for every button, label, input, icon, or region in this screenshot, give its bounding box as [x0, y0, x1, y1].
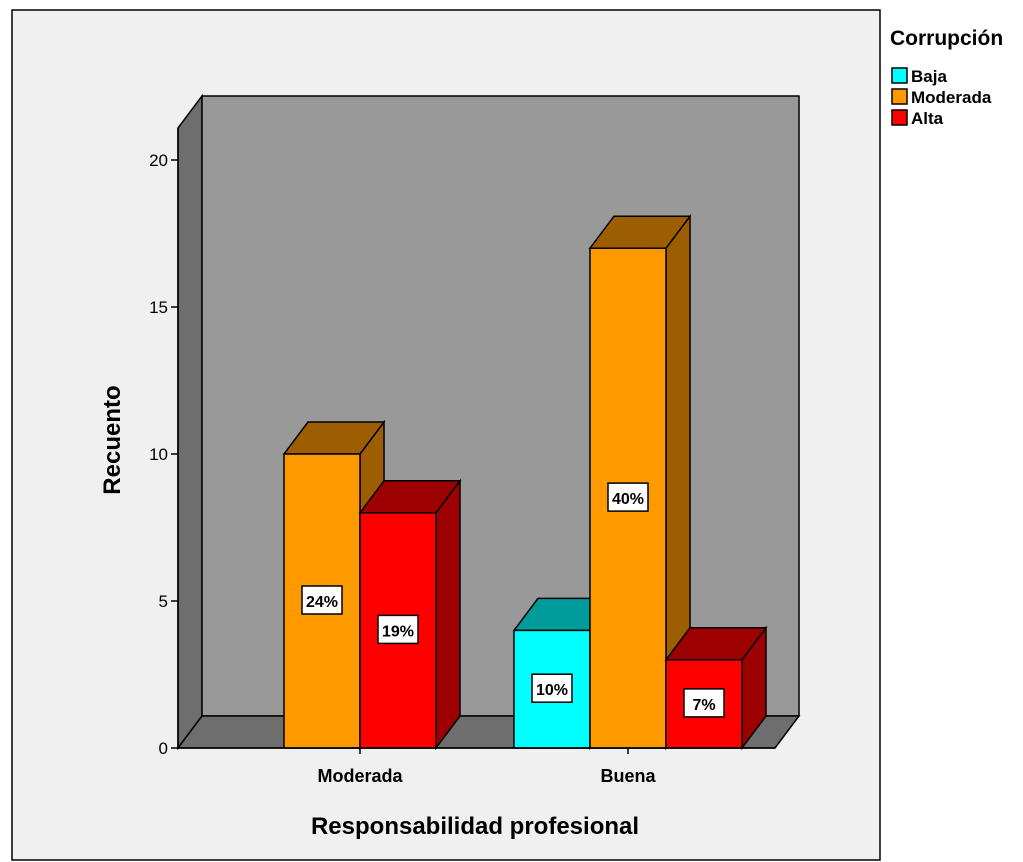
data-label: 10% — [536, 682, 568, 699]
legend-label: Alta — [911, 109, 944, 128]
data-label: 24% — [306, 594, 338, 611]
legend-swatch — [891, 109, 908, 126]
y-axis: 0 5 10 15 20 — [149, 128, 179, 758]
x-tick-label: Moderada — [317, 766, 403, 786]
y-tick-label: 10 — [149, 445, 168, 464]
legend-swatch — [891, 67, 908, 84]
data-label-box — [607, 482, 649, 512]
plot-left-wall — [177, 93, 203, 751]
legend-label: Moderada — [911, 88, 992, 107]
data-label-box — [377, 614, 419, 645]
legend: Corrupción Baja Moderada Alta — [890, 27, 1003, 128]
x-tick-label: Buena — [600, 766, 656, 786]
data-label: 19% — [382, 623, 414, 640]
legend-swatch — [891, 88, 908, 105]
bars: 24% 19% 10% 40% 7% — [282, 213, 768, 751]
y-axis-title: Recuento — [99, 385, 126, 494]
data-label: 40% — [612, 491, 644, 508]
y-tick-label: 0 — [159, 739, 168, 758]
data-label-box — [531, 673, 573, 703]
legend-label: Baja — [911, 67, 947, 86]
y-tick-label: 20 — [149, 151, 168, 170]
data-label-box — [301, 585, 343, 615]
x-axis: Moderada Buena — [178, 747, 775, 786]
bar: 40% — [588, 213, 692, 751]
x-axis-title: Responsabilidad profesional — [311, 813, 639, 840]
bar: 7% — [664, 625, 768, 751]
y-tick-label: 5 — [159, 592, 168, 611]
data-label-box — [683, 688, 725, 718]
legend-title: Corrupción — [890, 27, 1003, 50]
data-label: 7% — [692, 697, 715, 714]
y-tick-label: 15 — [149, 298, 168, 317]
bar-side — [435, 478, 461, 751]
bar: 19% — [358, 478, 462, 751]
